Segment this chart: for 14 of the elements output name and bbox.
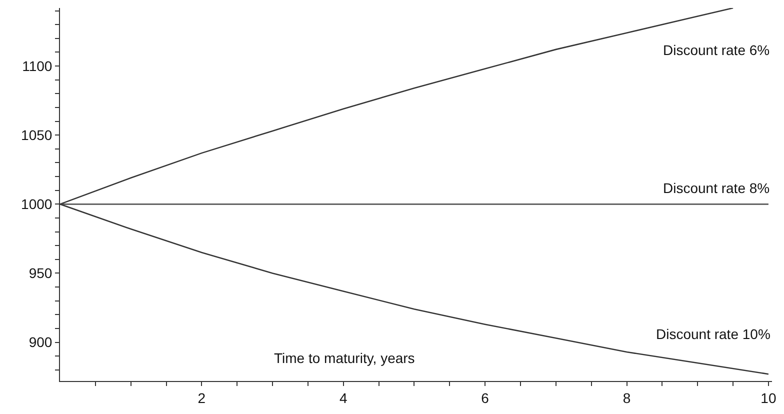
x-tick-label: 10 bbox=[760, 390, 776, 406]
y-tick-label: 950 bbox=[28, 265, 52, 282]
y-tick-label: 1100 bbox=[22, 58, 52, 74]
series-label: Discount rate 6% bbox=[663, 42, 770, 58]
series-label: Discount rate 8% bbox=[663, 180, 770, 196]
x-tick-label: 6 bbox=[481, 390, 490, 406]
y-tick-label: 900 bbox=[28, 334, 52, 350]
y-tick-label: 1000 bbox=[21, 196, 52, 212]
x-tick-label: 2 bbox=[198, 390, 206, 406]
x-tick-label: 4 bbox=[339, 390, 348, 406]
x-tick-label: 8 bbox=[622, 390, 631, 406]
y-tick-label: 1050 bbox=[21, 127, 52, 143]
series-label: Discount rate 10% bbox=[656, 326, 770, 342]
x-axis-title: Time to maturity, years bbox=[274, 350, 415, 366]
